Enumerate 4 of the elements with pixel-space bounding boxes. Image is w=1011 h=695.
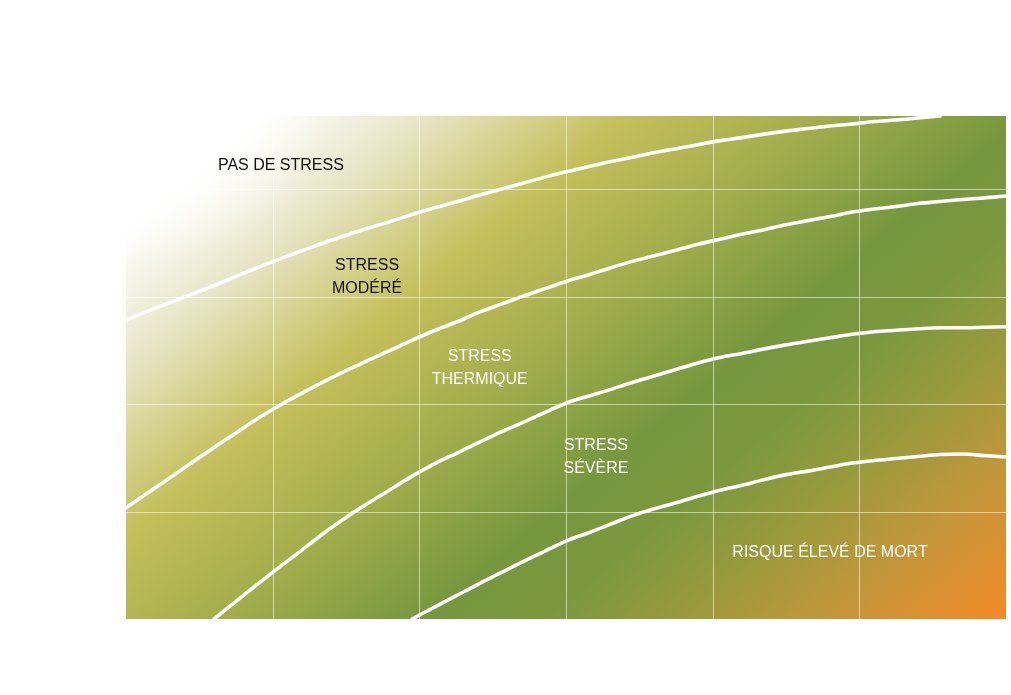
annotation: RISQUE ÉLEVÉ DE MORT: [732, 541, 928, 560]
annotation: PAS DE STRESS: [217, 156, 344, 174]
annotation: STRESS MODÉRÉ: [332, 255, 403, 296]
annotation: STRESS THERMIQUE: [431, 346, 528, 387]
